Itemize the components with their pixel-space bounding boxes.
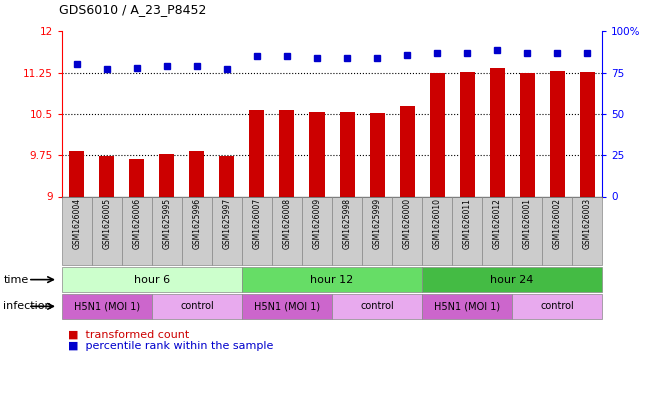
Text: GSM1626009: GSM1626009 <box>312 198 322 249</box>
Bar <box>579 72 594 196</box>
Text: GSM1625998: GSM1625998 <box>342 198 352 249</box>
Text: GSM1626007: GSM1626007 <box>253 198 262 249</box>
Text: GSM1626003: GSM1626003 <box>583 198 592 249</box>
Text: ■  percentile rank within the sample: ■ percentile rank within the sample <box>68 341 273 351</box>
Text: GSM1626006: GSM1626006 <box>132 198 141 249</box>
Text: GSM1625995: GSM1625995 <box>162 198 171 249</box>
Text: GSM1626008: GSM1626008 <box>283 198 292 249</box>
Text: GSM1626010: GSM1626010 <box>432 198 441 249</box>
Bar <box>519 73 534 196</box>
Text: H5N1 (MOI 1): H5N1 (MOI 1) <box>254 301 320 311</box>
Text: GSM1626005: GSM1626005 <box>102 198 111 249</box>
Text: control: control <box>540 301 574 311</box>
Bar <box>490 68 505 196</box>
Bar <box>70 151 85 196</box>
Bar <box>249 110 264 196</box>
Text: time: time <box>3 275 29 285</box>
Text: GSM1626012: GSM1626012 <box>493 198 502 248</box>
Bar <box>130 159 145 196</box>
Text: control: control <box>360 301 394 311</box>
Bar <box>100 156 115 196</box>
Text: GSM1625997: GSM1625997 <box>223 198 232 249</box>
Text: hour 12: hour 12 <box>311 275 353 285</box>
Text: GSM1625999: GSM1625999 <box>372 198 381 249</box>
Text: hour 24: hour 24 <box>490 275 534 285</box>
Bar <box>159 154 174 196</box>
Text: hour 6: hour 6 <box>134 275 170 285</box>
Text: GSM1626011: GSM1626011 <box>463 198 471 248</box>
Bar <box>309 112 324 196</box>
Bar <box>370 113 385 196</box>
Bar <box>279 110 294 196</box>
Text: infection: infection <box>3 301 52 311</box>
Text: GSM1626001: GSM1626001 <box>523 198 532 249</box>
Bar <box>430 73 445 196</box>
Text: H5N1 (MOI 1): H5N1 (MOI 1) <box>74 301 140 311</box>
Bar <box>460 72 475 196</box>
Text: GDS6010 / A_23_P8452: GDS6010 / A_23_P8452 <box>59 3 206 16</box>
Bar <box>340 112 355 196</box>
Bar <box>400 106 415 196</box>
Text: GSM1625996: GSM1625996 <box>193 198 201 249</box>
Text: GSM1626002: GSM1626002 <box>553 198 562 249</box>
Text: GSM1626000: GSM1626000 <box>402 198 411 249</box>
Bar <box>549 71 564 196</box>
Text: H5N1 (MOI 1): H5N1 (MOI 1) <box>434 301 500 311</box>
Text: control: control <box>180 301 214 311</box>
Text: GSM1626004: GSM1626004 <box>72 198 81 249</box>
Text: ■  transformed count: ■ transformed count <box>68 329 189 340</box>
Bar <box>219 156 234 196</box>
Bar <box>189 151 204 196</box>
